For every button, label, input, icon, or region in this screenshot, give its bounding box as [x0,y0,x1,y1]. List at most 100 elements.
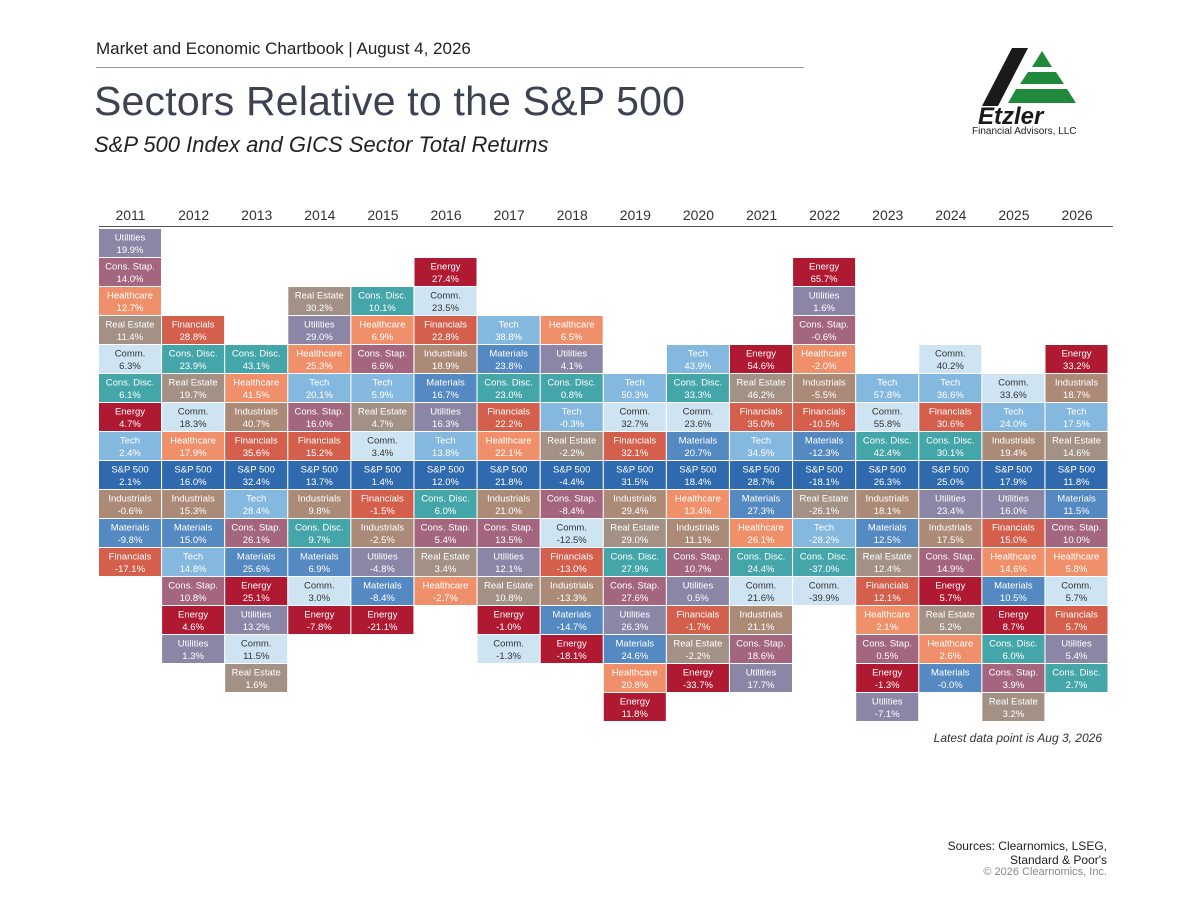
cell-return-value: 40.7% [243,419,270,430]
cell-sector-label: Comm. [241,639,272,650]
cell-bg [288,316,351,344]
cell-bg [540,577,603,605]
cell-sector-label: Healthcare [233,378,279,389]
cell-bg [730,345,792,373]
cell-return-value: 5.7% [1066,622,1088,633]
cell-return-value: 8.7% [1003,622,1025,633]
cell-sector-label: Real Estate [800,494,849,505]
cell-return-value: 5.4% [435,535,457,546]
cell-sector-label: Energy [557,639,587,650]
cell-return-value: 11.5% [243,651,270,662]
cell-return-value: 4.1% [561,361,583,372]
cell-bg [793,548,856,576]
cell-2017-comm: Comm.-1.3% [477,635,540,663]
cell-return-value: 13.8% [432,448,459,459]
cell-bg [666,403,729,431]
cell-sector-label: Cons. Disc. [926,436,975,447]
cell-bg [162,490,225,518]
cell-sector-label: Real Estate [169,378,218,389]
cell-bg [99,461,161,489]
cell-sector-label: Materials [489,349,528,360]
year-label-2026: 2026 [1061,207,1092,223]
cell-bg [793,345,856,373]
cell-2011-materials: Materials-9.8% [99,519,161,547]
cell-bg [162,577,225,605]
cell-2017-energy: Energy-1.0% [477,606,540,634]
cell-return-value: -2.7% [433,593,458,604]
cell-bg [730,403,792,431]
cell-2018-cons-disc: Cons. Disc.0.8% [540,374,603,402]
cell-return-value: 57.8% [874,390,901,401]
cell-bg [99,432,161,460]
cell-return-value: -7.8% [307,622,332,633]
cell-sector-label: Utilities [556,349,587,360]
cell-bg [793,461,856,489]
cell-sector-label: Financials [866,581,909,592]
cell-sector-label: Cons. Stap. [484,523,534,534]
cell-bg [351,374,414,402]
cell-bg [603,519,666,547]
cell-sector-label: S&P 500 [364,465,401,476]
latest-data-note: Latest data point is Aug 3, 2026 [933,731,1102,745]
cell-sector-label: S&P 500 [111,465,148,476]
cell-bg [730,664,792,692]
cell-2019-comm: Comm.32.7% [603,403,666,431]
cell-bg [477,403,540,431]
cell-return-value: 5.7% [1066,593,1088,604]
cell-bg [793,258,856,286]
cell-return-value: 24.0% [1000,419,1027,430]
cell-sector-label: Real Estate [421,552,470,563]
cell-bg [603,635,666,663]
cell-return-value: 4.6% [182,622,204,633]
cell-bg [162,403,225,431]
cell-sector-label: Utilities [304,320,335,331]
cell-bg [99,519,161,547]
cell-return-value: 43.9% [684,361,711,372]
cell-return-value: 13.7% [306,477,333,488]
cell-2015-materials: Materials-8.4% [351,577,414,605]
cell-sector-label: Healthcare [675,494,721,505]
cell-bg [982,461,1045,489]
cell-bg [351,461,414,489]
cell-return-value: 35.0% [748,419,775,430]
cell-sector-label: Cons. Stap. [989,668,1039,679]
cell-2022-cons-disc: Cons. Disc.-37.0% [793,548,856,576]
cell-bg [666,374,729,402]
cell-return-value: 50.3% [621,390,648,401]
cell-return-value: 10.8% [180,593,207,604]
cell-return-value: 36.6% [937,390,964,401]
cell-sector-label: Healthcare [486,436,532,447]
cell-bg [540,490,603,518]
cell-sector-label: Materials [616,639,655,650]
cell-sector-label: Cons. Stap. [862,639,912,650]
cell-bg [351,490,414,518]
cell-return-value: 1.3% [182,651,204,662]
cell-2015-financials: Financials-1.5% [351,490,414,518]
cell-sector-label: Materials [931,668,970,679]
cell-sector-label: Cons. Stap. [358,349,408,360]
cell-bg [288,519,351,547]
cell-bg [730,635,792,663]
cell-return-value: 3.2% [1003,709,1025,720]
cell-bg [99,548,161,576]
cell-bg [793,316,856,344]
cell-2018-real-estate: Real Estate-2.2% [540,432,603,460]
cell-2014-cons-stap: Cons. Stap.16.0% [288,403,351,431]
cell-sector-label: Cons. Disc. [358,291,407,302]
cell-bg [162,432,225,460]
cell-return-value: 6.1% [119,390,141,401]
cell-sector-label: Cons. Disc. [674,378,723,389]
cell-return-value: 3.4% [372,448,394,459]
